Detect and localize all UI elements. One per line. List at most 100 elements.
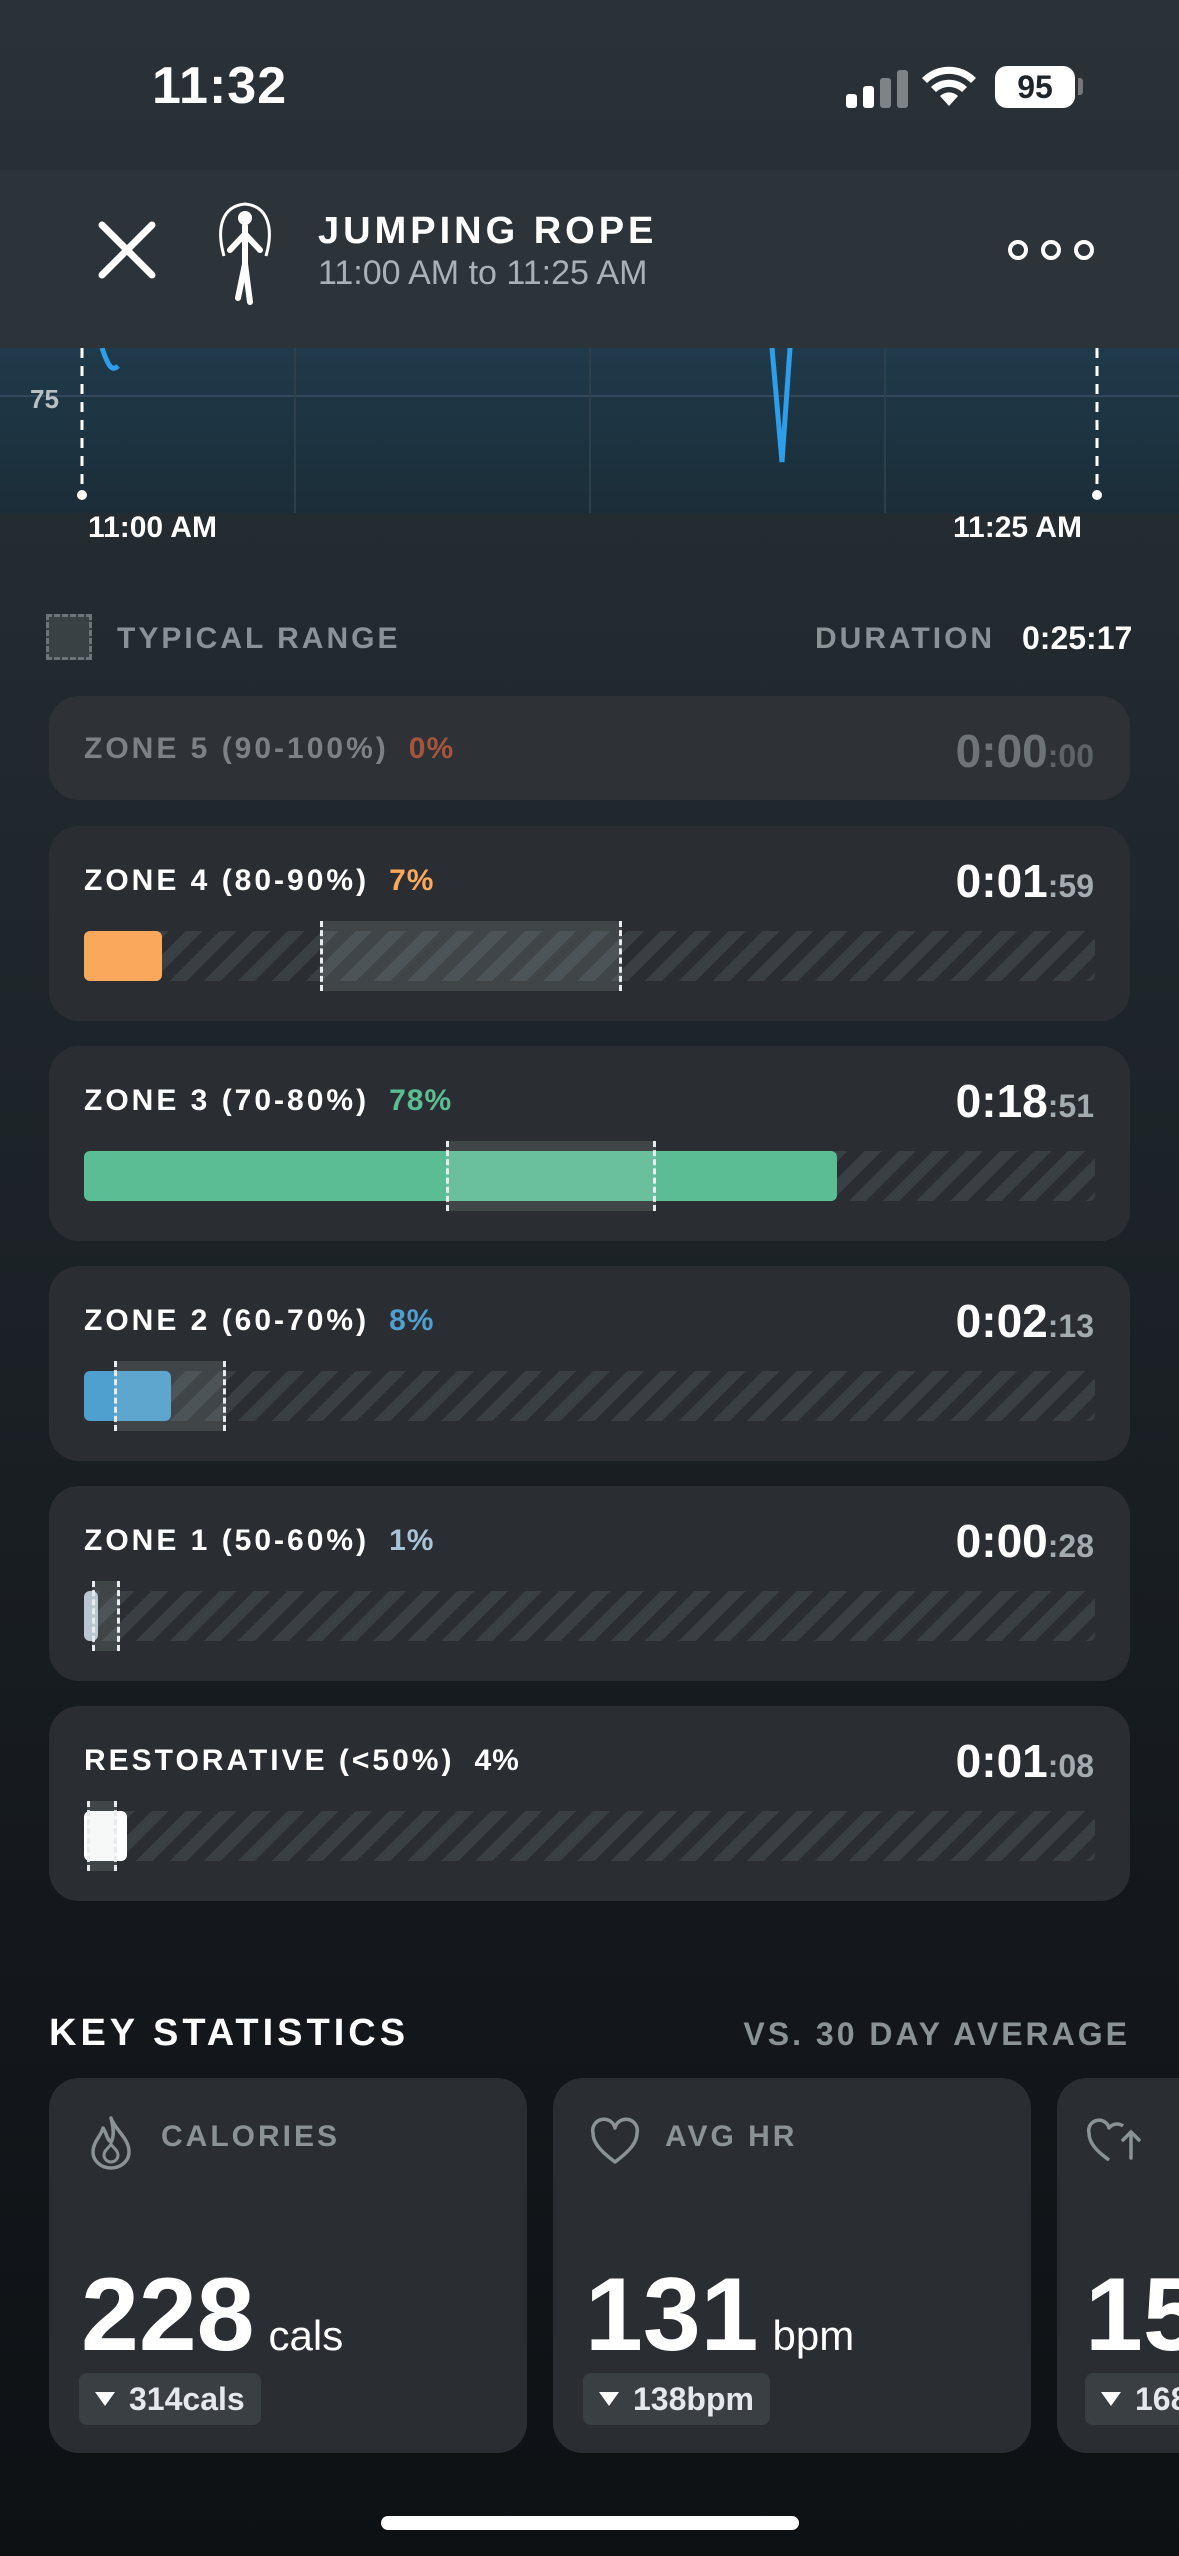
- x-axis-start-label: 11:00 AM: [88, 511, 217, 544]
- battery-tip: [1078, 78, 1083, 95]
- heart-rate-chart: 75 11:00 AM 11:25 AM: [0, 348, 1179, 558]
- zone-progress-track: [84, 1581, 1095, 1651]
- heart-rate-line-start: [99, 348, 120, 371]
- zone-progress-fill: [84, 1371, 171, 1421]
- zone-time-main: 0:02: [955, 1295, 1048, 1347]
- stat-card-avg-hr[interactable]: AVG HR 131 bpm 138bpm: [553, 2078, 1031, 2453]
- stat-unit: bpm: [772, 2312, 855, 2359]
- key-statistics-subtitle: VS. 30 DAY AVERAGE: [743, 2016, 1130, 2052]
- stat-number: 228: [81, 2257, 255, 2373]
- zone-time-main: 0:18: [955, 1075, 1048, 1127]
- zone-time-main: 0:01: [955, 1735, 1048, 1787]
- home-indicator[interactable]: [381, 2516, 799, 2530]
- close-icon[interactable]: [92, 215, 162, 285]
- dot-icon: [1041, 240, 1061, 260]
- heart-icon: [590, 2117, 640, 2164]
- zone-progress-track: [84, 1361, 1095, 1431]
- activity-time-range: 11:00 AM to 11:25 AM: [318, 254, 648, 292]
- battery-level: 95: [995, 66, 1075, 108]
- typical-range-marker: [92, 1581, 120, 1651]
- zone-time-seconds: :08: [1047, 1748, 1094, 1784]
- status-time: 11:32: [152, 57, 288, 115]
- zone-time-main: 0:00: [955, 1515, 1048, 1567]
- stat-average-badge: 314cals: [79, 2373, 261, 2425]
- start-marker-dot: [77, 490, 87, 500]
- zone-card-restorative[interactable]: RESTORATIVE (<50%) 4% 0:01:08: [49, 1706, 1130, 1901]
- stat-label: CALORIES: [161, 2120, 341, 2153]
- typical-range-label: TYPICAL RANGE: [117, 622, 401, 655]
- zone-progress-track: [84, 1141, 1095, 1211]
- zone-percent: 8%: [389, 1304, 435, 1337]
- stat-average-badge: 168: [1085, 2373, 1179, 2425]
- heart-up-icon: [1086, 2118, 1141, 2162]
- zone-time: 0:01:59: [956, 854, 1094, 908]
- stat-card-max-hr[interactable]: 15 168: [1057, 2078, 1179, 2453]
- zone-time-main: 0:01: [955, 855, 1048, 907]
- zone-time-seconds: :51: [1047, 1088, 1094, 1124]
- y-axis-tick: 75: [30, 384, 59, 414]
- zone-time: 0:18:51: [956, 1074, 1094, 1128]
- zone-label: RESTORATIVE (<50%): [84, 1744, 455, 1777]
- stat-number: 15: [1085, 2257, 1179, 2373]
- zone-percent: 78%: [389, 1084, 453, 1117]
- duration-label: DURATION: [815, 622, 996, 655]
- zone-percent: 7%: [389, 864, 435, 897]
- zone-time: 0:00:00: [956, 724, 1094, 778]
- key-statistics-title: KEY STATISTICS: [49, 2012, 410, 2054]
- zone-time-seconds: :28: [1047, 1528, 1094, 1564]
- cellular-signal-icon: [846, 70, 908, 108]
- stat-average-badge: 138bpm: [583, 2373, 770, 2425]
- typical-range-marker: [446, 1141, 656, 1211]
- duration-value: 0:25:17: [1022, 620, 1133, 656]
- zone-label: ZONE 5 (90-100%): [84, 732, 389, 765]
- typical-range-marker: [114, 1361, 226, 1431]
- zone-progress-fill: [84, 1811, 127, 1861]
- zone-card-4[interactable]: ZONE 4 (80-90%) 7% 0:01:59: [49, 826, 1130, 1021]
- zone-time-main: 0:00: [955, 725, 1048, 777]
- zone-label: ZONE 1 (50-60%): [84, 1524, 370, 1557]
- more-options-button[interactable]: [1008, 232, 1094, 268]
- activity-header: JUMPING ROPE 11:00 AM to 11:25 AM: [0, 170, 1179, 348]
- zone-progress-fill: [84, 1151, 837, 1201]
- activity-title: JUMPING ROPE: [318, 210, 658, 252]
- dot-icon: [1008, 240, 1028, 260]
- zone-card-2[interactable]: ZONE 2 (60-70%) 8% 0:02:13: [49, 1266, 1130, 1461]
- stat-value: 228 cals: [81, 2263, 343, 2367]
- zone-progress-fill: [84, 931, 162, 981]
- wifi-icon: [922, 66, 976, 106]
- zone-time: 0:02:13: [956, 1294, 1094, 1348]
- zone-card-1[interactable]: ZONE 1 (50-60%) 1% 0:00:28: [49, 1486, 1130, 1681]
- zone-time-seconds: :00: [1047, 738, 1094, 774]
- end-marker-dot: [1092, 490, 1102, 500]
- heart-rate-line-dip: [769, 348, 793, 463]
- zone-label: ZONE 2 (60-70%): [84, 1304, 370, 1337]
- zone-label: ZONE 4 (80-90%): [84, 864, 370, 897]
- jump-rope-icon: [219, 202, 271, 305]
- stat-number: 131: [585, 2257, 759, 2373]
- stat-value: 15: [1085, 2263, 1179, 2367]
- zone-time: 0:00:28: [956, 1514, 1094, 1568]
- flame-icon: [91, 2116, 131, 2170]
- stat-value: 131 bpm: [585, 2263, 854, 2367]
- status-bar: 11:32 95: [0, 0, 1179, 170]
- zone-label: ZONE 3 (70-80%): [84, 1084, 370, 1117]
- zone-progress-track: [84, 1801, 1095, 1871]
- typical-range-marker: [320, 921, 622, 991]
- stat-unit: cals: [268, 2312, 344, 2359]
- zone-percent: 0%: [408, 732, 455, 765]
- zone-card-5[interactable]: ZONE 5 (90-100%) 0% 0:00:00: [49, 696, 1130, 800]
- stat-label: AVG HR: [665, 2120, 798, 2153]
- zone-percent: 1%: [389, 1524, 435, 1557]
- zone-time-seconds: :59: [1047, 868, 1094, 904]
- typical-range-marker: [87, 1801, 117, 1871]
- stat-card-calories[interactable]: CALORIES 228 cals 314cals: [49, 2078, 527, 2453]
- chart-plot: [0, 348, 1179, 513]
- zone-time: 0:01:08: [956, 1734, 1094, 1788]
- x-axis-end-label: 11:25 AM: [953, 511, 1082, 544]
- zone-time-seconds: :13: [1047, 1308, 1094, 1344]
- typical-range-swatch: [46, 614, 92, 660]
- zone-progress-track: [84, 921, 1095, 991]
- zone-card-3[interactable]: ZONE 3 (70-80%) 78% 0:18:51: [49, 1046, 1130, 1241]
- dot-icon: [1074, 240, 1094, 260]
- zone-percent: 4%: [474, 1744, 520, 1777]
